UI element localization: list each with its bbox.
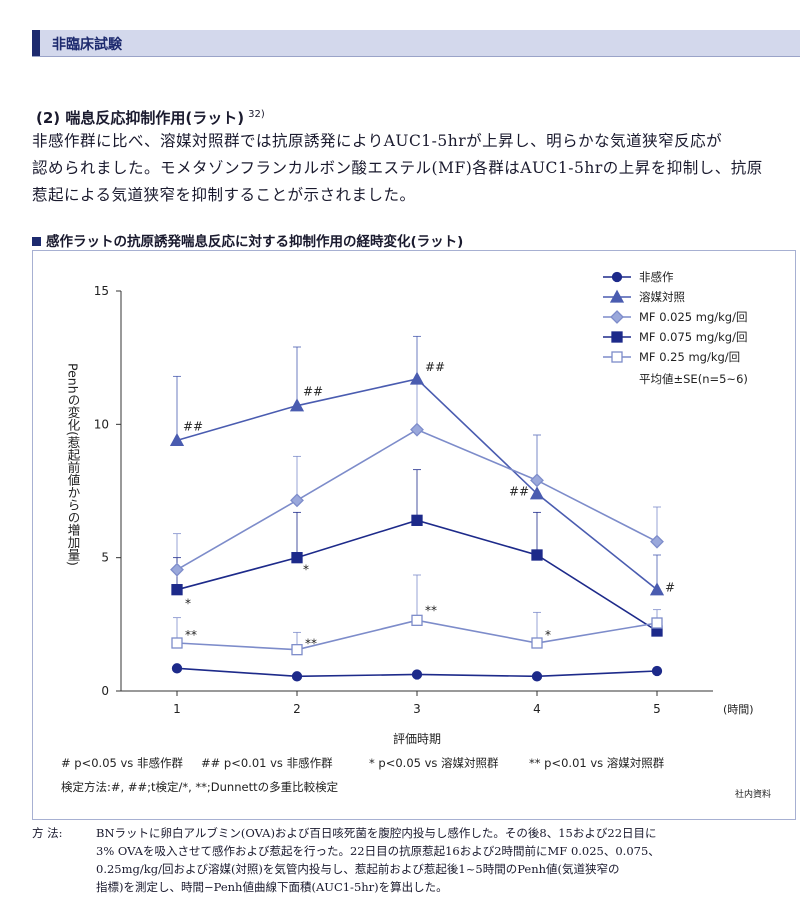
data-point-open-square [411, 614, 423, 626]
x-tick-label: 5 [653, 702, 661, 716]
method-line: 0.25mg/kg/回および溶媒(対照)を気管内投与し、惹起前および惹起後1~5… [96, 862, 620, 876]
legend-label: 非感作 [639, 270, 674, 284]
data-point-diamond [290, 493, 304, 508]
chart-frame: 0 5 10 15 1 2 3 4 5 (時間) 評価時期 Penhの変化(惹起前値からの増加量) ##… [32, 250, 796, 820]
x-unit-label: (時間) [723, 703, 754, 716]
footnote: ** p<0.01 vs 溶媒対照群 [529, 756, 665, 770]
data-point-diamond [410, 422, 424, 437]
data-point-triangle [289, 398, 305, 412]
footnote: ## p<0.01 vs 非感作群 [201, 756, 333, 770]
data-point-square [291, 552, 303, 564]
legend-note: 平均値±SE(n=5~6) [639, 372, 748, 386]
footnote: * p<0.05 vs 溶媒対照群 [369, 756, 499, 770]
significance-label: * [545, 628, 551, 642]
section-reference: 32) [248, 109, 265, 120]
data-point-triangle [529, 486, 545, 500]
y-tick-label: 5 [101, 551, 109, 565]
data-point-circle [531, 671, 543, 682]
method-line: 指標)を測定し、時間−Penh値曲線下面積(AUC1-5hr)を算出した。 [96, 880, 448, 894]
data-point-diamond [650, 534, 664, 549]
significance-label: ## [425, 360, 445, 374]
significance-label: ** [305, 637, 317, 651]
significance-label: ## [509, 485, 529, 499]
method-line: BNラットに卵白アルブミン(OVA)および百日咳死菌を腹腔内投与し感作した。その… [96, 826, 657, 840]
data-point-diamond [170, 562, 184, 577]
header-bar: 非臨床試験 [32, 30, 800, 57]
data-point-triangle [649, 582, 665, 596]
data-point-diamond [610, 310, 624, 324]
significance-label: ## [303, 385, 323, 399]
x-tick-label: 1 [173, 702, 181, 716]
y-tick-label: 0 [101, 684, 109, 698]
legend-label: MF 0.25 mg/kg/回 [639, 350, 740, 364]
data-point-diamond [530, 473, 544, 488]
data-point-triangle [609, 289, 625, 303]
method-text: BNラットに卵白アルブミン(OVA)および百日咳死菌を腹腔内投与し感作した。その… [96, 824, 796, 896]
significance-label: ** [185, 628, 197, 642]
data-point-open-square [171, 637, 183, 649]
data-point-open-square [611, 351, 623, 363]
section-heading-text: (2) 喘息反応抑制作用(ラット) [36, 109, 245, 127]
data-point-circle [611, 271, 623, 283]
header-title: 非臨床試験 [52, 37, 122, 53]
body-line: 非感作群に比べ、溶媒対照群では抗原誘発によりAUC1-5hrが上昇し、明らかな気… [32, 132, 723, 150]
method-label: 方 法: [32, 826, 63, 840]
body-text: 非感作群に比べ、溶媒対照群では抗原誘発によりAUC1-5hrが上昇し、明らかな気… [32, 128, 792, 209]
y-tick-label: 15 [94, 284, 109, 298]
section-heading: (2) 喘息反応抑制作用(ラット) 32) [36, 107, 265, 128]
data-point-triangle [409, 371, 425, 385]
source-note: 社内資料 [735, 788, 771, 800]
y-axis-title: Penhの変化(惹起前値からの増加量) [66, 363, 81, 566]
data-point-circle [171, 663, 183, 674]
x-tick-label: 3 [413, 702, 421, 716]
chart-heading: 感作ラットの抗原誘発喘息反応に対する抑制作用の経時変化(ラット) [32, 230, 463, 250]
data-point-circle [291, 671, 303, 682]
data-point-circle [411, 669, 423, 680]
data-point-square [531, 549, 543, 561]
data-point-open-square [651, 617, 663, 629]
header-mark [32, 30, 40, 56]
legend-label: MF 0.075 mg/kg/回 [639, 330, 747, 344]
chart-heading-text: 感作ラットの抗原誘発喘息反応に対する抑制作用の経時変化(ラット) [46, 234, 464, 250]
x-axis-title: 評価時期 [393, 731, 441, 746]
data-point-triangle [169, 432, 185, 446]
legend-label: MF 0.025 mg/kg/回 [639, 310, 747, 324]
y-tick-label: 10 [94, 417, 109, 431]
significance-label: ## [183, 419, 203, 433]
x-tick-label: 4 [533, 702, 541, 716]
footnote: # p<0.05 vs 非感作群 [61, 756, 183, 770]
data-point-square [611, 331, 623, 343]
legend-label: 溶媒対照 [639, 290, 685, 304]
data-point-open-square [531, 637, 543, 649]
data-point-circle [651, 665, 663, 677]
data-point-square [171, 584, 183, 596]
significance-label: ** [425, 603, 437, 617]
square-bullet-icon [32, 237, 41, 246]
significance-label: * [303, 563, 309, 577]
method-line: 3% OVAを吸入させて感作および惹起を行った。22日目の抗原惹起16および2時… [96, 844, 660, 858]
body-line: 惹起による気道狭窄を抑制することが示されました。 [32, 186, 416, 204]
significance-label: # [665, 581, 675, 595]
x-tick-label: 2 [293, 702, 301, 716]
data-point-square [411, 514, 423, 526]
significance-label: * [185, 597, 191, 611]
data-point-open-square [291, 644, 303, 656]
body-line: 認められました。モメタゾンフランカルボン酸エステル(MF)各群はAUC1-5hr… [32, 159, 763, 177]
test-method-note: 検定方法:#, ##;t検定/*, **;Dunnettの多重比較検定 [61, 780, 339, 794]
